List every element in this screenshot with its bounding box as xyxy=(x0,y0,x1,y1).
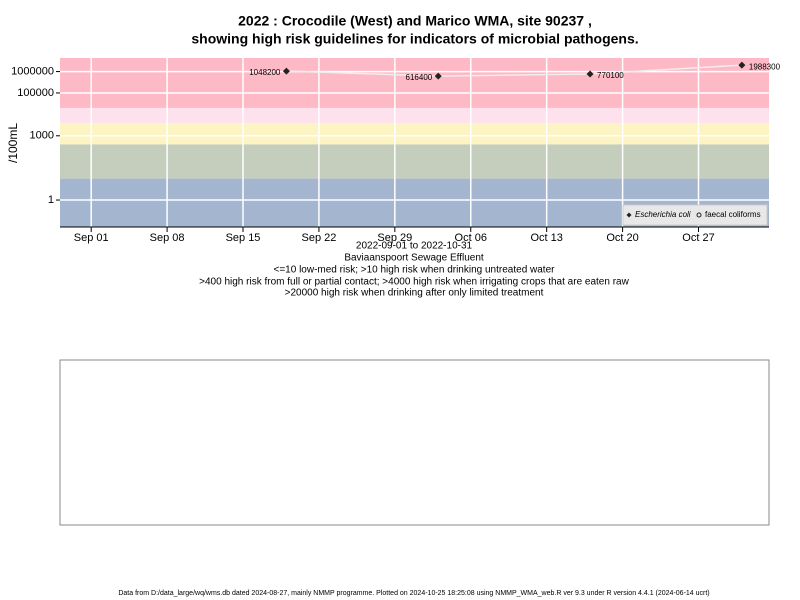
legend-box xyxy=(622,204,768,226)
legend-label: faecal coliforms xyxy=(705,210,761,219)
data-label: 1048200 xyxy=(249,68,281,77)
chart-subtitle: showing high risk guidelines for indicat… xyxy=(191,31,638,47)
risk-band xyxy=(60,107,769,123)
note: >400 high risk from full or partial cont… xyxy=(199,277,629,288)
legend-label: Escherichia coli xyxy=(635,210,691,219)
chart-title: 2022 : Crocodile (West) and Marico WMA, … xyxy=(238,13,592,29)
empty-panel xyxy=(59,359,770,526)
note: <=10 low-med risk; >10 high risk when dr… xyxy=(274,265,556,276)
x-tick-label: Sep 08 xyxy=(150,232,185,244)
series-line xyxy=(286,64,742,77)
legend-marker xyxy=(626,212,632,218)
data-point xyxy=(738,61,746,69)
risk-band xyxy=(60,58,769,108)
legend-marker xyxy=(696,212,702,218)
risk-band xyxy=(60,122,769,145)
site-label: Baviaanspoort Sewage Effluent xyxy=(344,253,484,264)
note: >20000 high risk when drinking after onl… xyxy=(285,288,544,299)
x-tick-label: Sep 01 xyxy=(74,232,109,244)
footer: Data from D:/data_large/wq/wms.db dated … xyxy=(118,590,709,597)
data-label: 1988300 xyxy=(749,62,781,71)
data-label: 616400 xyxy=(406,73,433,82)
x-tick-label: Oct 20 xyxy=(606,232,638,244)
data-point xyxy=(282,67,290,75)
x-tick-label: Sep 15 xyxy=(226,232,261,244)
x-axis-label: 2022-09-01 to 2022-10-31 xyxy=(356,241,473,252)
data-label: 770100 xyxy=(597,71,624,80)
x-tick-label: Sep 29 xyxy=(377,232,412,244)
x-tick-label: Oct 06 xyxy=(455,232,487,244)
data-point xyxy=(434,72,442,80)
y-tick-label: 1000000 xyxy=(11,65,54,77)
y-axis-label: /100mL xyxy=(6,123,20,163)
x-tick-label: Oct 13 xyxy=(530,232,562,244)
y-tick-label: 1 xyxy=(48,194,54,206)
risk-band xyxy=(60,144,769,179)
x-tick-label: Oct 27 xyxy=(682,232,714,244)
data-point xyxy=(586,70,594,78)
y-tick-label: 1000 xyxy=(30,130,54,142)
y-tick-label: 100000 xyxy=(17,87,54,99)
x-tick-label: Sep 22 xyxy=(301,232,336,244)
